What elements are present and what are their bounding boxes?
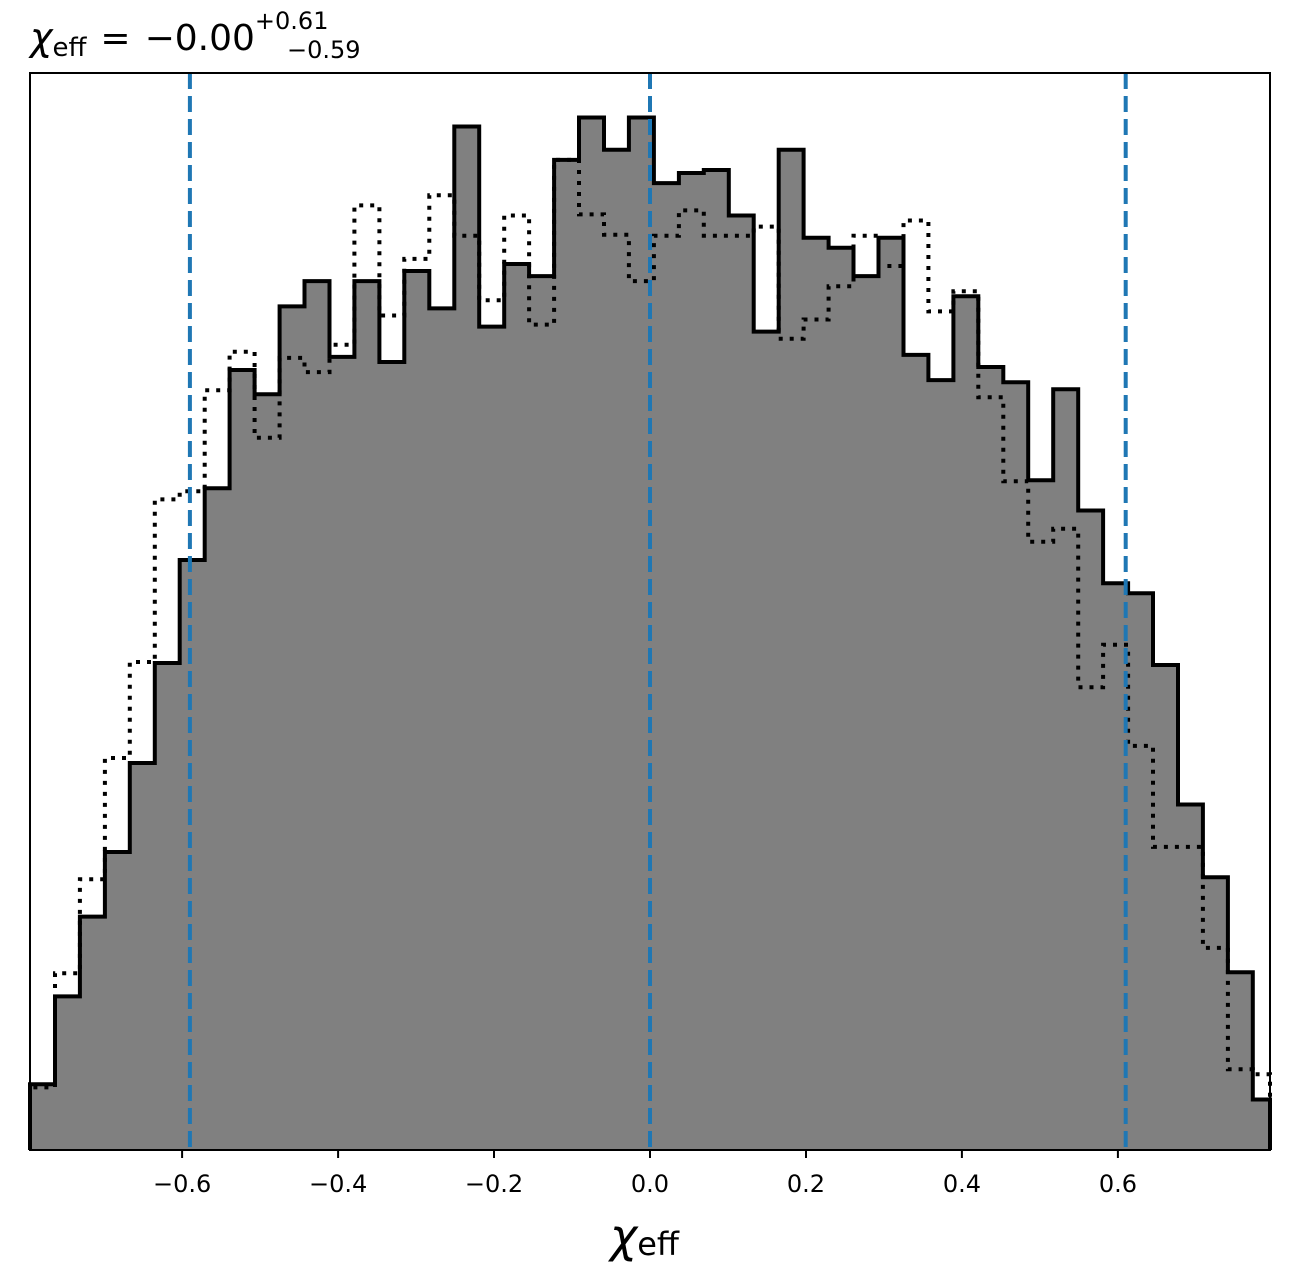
histogram-bar [429,308,455,1150]
title-median: −0.00 [145,18,255,59]
histogram-bar [1153,665,1179,1150]
histogram-bar [379,362,405,1150]
histogram-bar [579,117,605,1150]
x-tick-label: 0.4 [943,1170,981,1198]
x-tick-label: 0.0 [631,1170,669,1198]
histogram-bar [1028,480,1054,1150]
histogram-bar [1078,510,1104,1150]
histogram-bar [853,276,880,1151]
histogram-bar [703,170,730,1150]
histogram-bar [504,264,530,1150]
title-subscript: eff [53,33,88,63]
histogram-bar [354,281,380,1151]
histogram-bar [254,394,281,1150]
xlabel-symbol: χ [607,1209,639,1263]
x-axis-ticks: −0.6 −0.4 −0.2 0.0 0.2 0.4 0.6 [153,1150,1137,1198]
x-tick-label: −0.6 [153,1170,211,1198]
histogram-bar [878,237,905,1150]
vertical-lines [187,73,1128,1150]
title-upper-error: +0.61 [255,7,329,35]
x-tick-label: 0.6 [1099,1170,1137,1198]
histogram-bar [479,326,505,1151]
histogram-bar [179,560,206,1150]
title-equals: = [100,18,130,59]
histogram-bar [129,763,156,1150]
histogram-bar [279,306,306,1150]
histogram-bar [928,380,954,1151]
histogram-bar [1053,389,1079,1150]
xlabel-subscript: eff [637,1225,680,1263]
histogram-bar [154,663,181,1150]
x-tick-label: 0.2 [787,1170,825,1198]
histogram-bar [304,281,331,1151]
histogram-bar [329,356,356,1150]
x-axis-label: χeff [607,1209,680,1263]
histogram-bar [604,149,630,1151]
title-symbol: χ [28,15,54,59]
histogram-bar [229,370,256,1150]
histogram-bar [1252,1099,1271,1150]
histogram-bar [529,276,555,1151]
histogram-bar [1178,804,1204,1150]
histogram-bar [1202,877,1229,1150]
histogram-bar [454,126,480,1150]
histogram-bar [55,996,81,1150]
histogram-bar [803,237,830,1150]
histogram-bar [1128,593,1154,1150]
histogram-bar [778,149,805,1151]
histogram-bar [104,852,131,1150]
title-lower-error: −0.59 [287,36,361,64]
x-tick-label: −0.4 [309,1170,367,1198]
histogram-bar [903,354,930,1150]
histogram-bar [1227,972,1254,1150]
histogram-bar [728,215,755,1150]
histogram-bar [1003,382,1029,1150]
histogram-bar [978,367,1004,1150]
histogram-bar [30,1084,56,1150]
histogram-bar [653,183,680,1151]
histogram-bar [554,159,580,1150]
histogram-bar [404,271,430,1150]
histogram-bar [678,173,705,1150]
filled-histogram-outline [28,115,1272,1150]
histogram-bar [953,296,979,1150]
histogram-bar [753,331,780,1151]
histogram-bar [828,247,855,1151]
histogram-bar [79,916,106,1150]
chart-title: χeff = −0.00+0.61 −0.59 [28,7,361,64]
x-tick-label: −0.2 [465,1170,523,1198]
histogram-bar [204,488,231,1150]
